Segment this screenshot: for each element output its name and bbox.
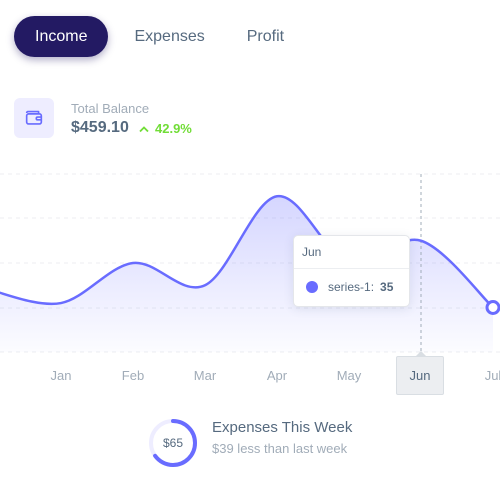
- chart-tooltip: Jun series-1: 35: [293, 235, 410, 307]
- x-tick-label: May: [337, 368, 362, 383]
- balance-change-value: 42.9%: [155, 121, 192, 136]
- balance-change: 42.9%: [139, 121, 192, 136]
- x-tick-label: Jul: [485, 368, 500, 383]
- ring-value: $65: [162, 436, 184, 450]
- tab-expenses[interactable]: Expenses: [134, 27, 205, 45]
- weekly-expense-progress-ring: [149, 419, 197, 467]
- series-color-dot: [306, 281, 318, 293]
- x-tick-label: Jan: [51, 368, 72, 383]
- tooltip-row: series-1: 35: [294, 269, 409, 294]
- total-balance-label: Total Balance: [71, 101, 150, 116]
- series-area: [0, 196, 493, 352]
- x-tick-label: Apr: [267, 368, 288, 383]
- crosshair-x-label: Jun: [396, 351, 444, 395]
- tab-profit[interactable]: Profit: [246, 27, 285, 45]
- tooltip-title: Jun: [294, 236, 409, 269]
- last-point-marker: [485, 300, 500, 315]
- tooltip-series-name: series-1:: [328, 280, 375, 294]
- wallet-icon: [14, 98, 54, 138]
- total-balance-value: $459.10: [71, 119, 129, 136]
- chevron-up-icon: [139, 125, 149, 132]
- income-chart: Jan Feb Mar Apr May Jul: [0, 173, 500, 383]
- tooltip-value: 35: [380, 280, 394, 294]
- x-tick-label: Feb: [122, 368, 144, 383]
- expenses-week-subtitle: $39 less than last week: [212, 441, 348, 456]
- expenses-week-title: Expenses This Week: [212, 419, 353, 436]
- series-line: [0, 194, 494, 309]
- tab-income[interactable]: Income: [14, 16, 109, 57]
- tab-bar: Income Expenses Profit: [14, 16, 305, 57]
- x-tick-label: Mar: [194, 368, 217, 383]
